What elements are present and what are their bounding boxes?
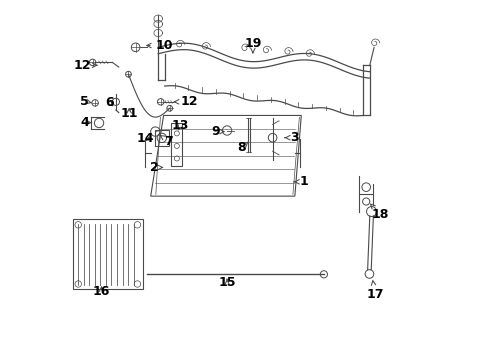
Text: 10: 10 xyxy=(147,39,173,52)
Text: 11: 11 xyxy=(121,107,138,120)
Bar xyxy=(172,123,182,166)
Text: 13: 13 xyxy=(172,119,189,132)
Text: 12: 12 xyxy=(73,59,97,72)
Text: 8: 8 xyxy=(237,141,248,154)
Text: 3: 3 xyxy=(285,131,299,144)
Text: 4: 4 xyxy=(80,116,92,129)
Text: 15: 15 xyxy=(219,276,236,289)
Text: 14: 14 xyxy=(137,131,154,145)
Bar xyxy=(155,130,169,146)
Text: 1: 1 xyxy=(294,175,309,188)
Text: 12: 12 xyxy=(174,95,198,108)
Text: 17: 17 xyxy=(366,281,384,301)
Text: 9: 9 xyxy=(211,125,224,138)
Text: 16: 16 xyxy=(93,285,110,298)
Bar xyxy=(73,220,143,289)
Text: 7: 7 xyxy=(160,135,173,148)
Text: 18: 18 xyxy=(370,204,389,221)
Text: 5: 5 xyxy=(80,95,92,108)
Text: 19: 19 xyxy=(244,36,262,53)
Text: 2: 2 xyxy=(150,161,163,174)
Text: 6: 6 xyxy=(105,96,114,109)
